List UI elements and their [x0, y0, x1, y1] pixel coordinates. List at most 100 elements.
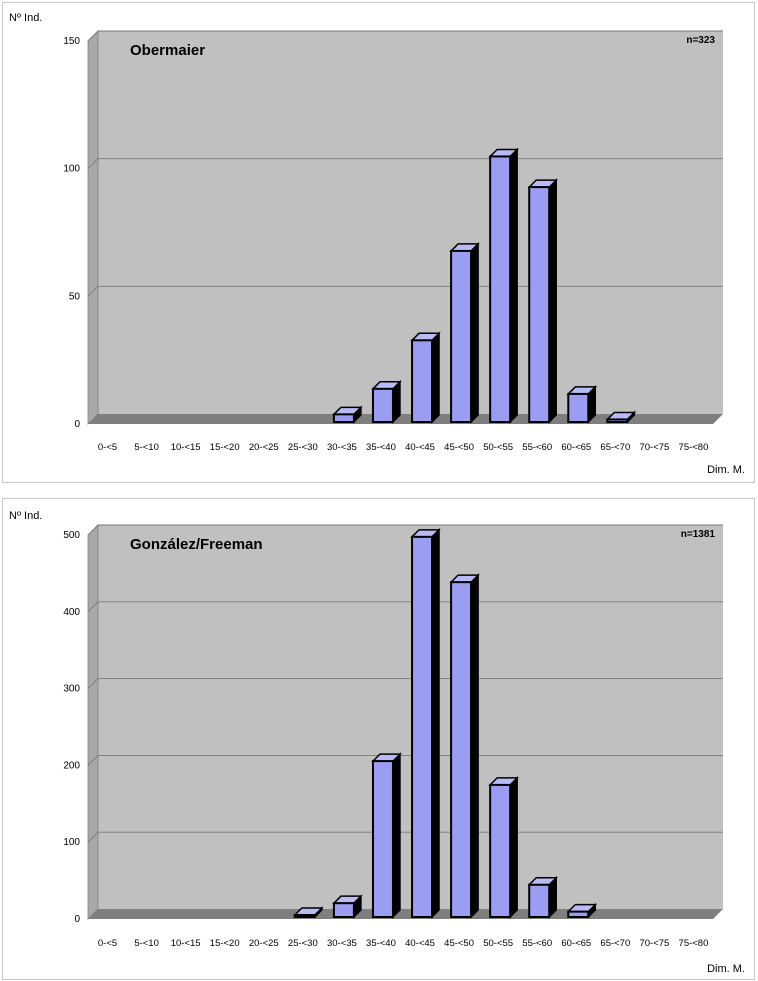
x-tick-label: 65-<70 [600, 442, 630, 453]
chart-title: González/Freeman [130, 536, 263, 553]
gridline-side [87, 158, 99, 169]
gridline-side [87, 601, 99, 613]
x-tick-label: 55-<60 [522, 938, 552, 949]
bar-front [567, 392, 590, 423]
plot-back-wall [98, 525, 723, 909]
bar-side [548, 178, 557, 424]
x-tick-label: 45-<50 [444, 938, 474, 949]
x-tick-label: 15-<20 [210, 938, 240, 949]
x-tick-label: 55-<60 [522, 442, 552, 453]
x-tick-label: 40-<45 [405, 938, 435, 949]
chart-panel-gonzalez-freeman: 0 100 200 300 400 500 0-<5 5-<10 10-<15 15-<20 20-… [2, 498, 755, 980]
bar-front [528, 186, 551, 423]
bar-side [509, 147, 518, 424]
x-tick-label: 15-<20 [210, 442, 240, 453]
bar-front [371, 760, 394, 919]
gridline-side [87, 286, 99, 297]
x-tick-label: 5-<10 [134, 938, 159, 949]
x-tick-label: 20-<25 [249, 442, 279, 453]
chart-title: Obermaier [130, 42, 205, 59]
x-tick-label: 70-<75 [639, 938, 669, 949]
bar [527, 178, 559, 424]
y-tick-label: 200 [63, 760, 80, 771]
x-tick-label: 35-<40 [366, 442, 396, 453]
bar [332, 405, 363, 424]
gridline-side [87, 755, 99, 766]
x-tick-label: 70-<75 [639, 442, 669, 453]
plot-back-wall [98, 31, 723, 414]
bar [410, 331, 441, 424]
x-tick-label: 60-<65 [561, 938, 591, 949]
bar [371, 379, 402, 424]
bar-front [450, 249, 473, 423]
bar-front [371, 387, 394, 424]
x-tick-label: 35-<40 [366, 938, 396, 949]
x-tick-label: 0-<5 [98, 938, 117, 949]
bar [293, 906, 324, 919]
y-tick-label: 400 [63, 607, 80, 618]
bar [566, 902, 598, 919]
bar [410, 528, 441, 919]
bar-side [470, 573, 479, 919]
sample-size-label: n=323 [686, 35, 715, 46]
x-tick-label: 10-<15 [171, 938, 201, 949]
x-tick-label: 50-<55 [483, 938, 513, 949]
x-tick-label: 25-<30 [288, 442, 318, 453]
x-tick-label: 25-<30 [288, 938, 318, 949]
x-tick-label: 75-<80 [679, 442, 709, 453]
plot-side-wall [87, 524, 99, 920]
x-tick-label: 65-<70 [600, 938, 630, 949]
y-tick-label: 300 [63, 684, 80, 695]
plot-side-wall [87, 30, 99, 425]
x-tick-label: 45-<50 [444, 442, 474, 453]
sample-size-label: n=1381 [681, 529, 716, 540]
gonzalez-freeman-histogram: 0 100 200 300 400 500 0-<5 5-<10 10-<15 15-<20 20-… [9, 510, 745, 975]
y-tick-label: 100 [63, 164, 80, 175]
x-axis-title: Dim. M. [707, 963, 745, 975]
bar-front [293, 914, 316, 918]
x-tick-label: 30-<35 [327, 938, 357, 949]
bar-front [528, 883, 551, 918]
bar [488, 147, 519, 424]
y-tick-label: 500 [63, 530, 80, 541]
bar-side [392, 752, 401, 919]
x-tick-label: 60-<65 [561, 442, 591, 453]
x-axis-title: Dim. M. [707, 464, 745, 476]
plot-floor [88, 909, 723, 919]
x-tick-label: 20-<25 [249, 938, 279, 949]
bar-front [411, 535, 434, 919]
bar-side [431, 331, 440, 424]
x-tick-label: 0-<5 [98, 442, 117, 453]
bar [605, 410, 637, 424]
bar-side [431, 528, 440, 919]
x-tick-label: 5-<10 [134, 442, 159, 453]
x-tick-label: 30-<35 [327, 442, 357, 453]
bar-front [489, 155, 512, 423]
y-axis-title: Nº Ind. [9, 510, 42, 522]
bar-front [450, 581, 473, 918]
bar-front [567, 910, 590, 918]
bar [566, 385, 598, 424]
bar-front [411, 339, 434, 423]
y-tick-label: 0 [74, 419, 80, 430]
bar-front [489, 783, 512, 918]
obermaier-histogram: 0 50 100 150 0-<5 5-<10 10-<15 15-<20 20-<25 25-<… [9, 12, 745, 476]
x-tick-label: 40-<45 [405, 442, 435, 453]
gridline-side [87, 678, 99, 689]
x-tick-label: 75-<80 [679, 938, 709, 949]
bar [332, 894, 363, 919]
y-tick-label: 50 [69, 291, 81, 302]
x-tick-label: 10-<15 [171, 442, 201, 453]
bar [527, 875, 559, 919]
bar-front [332, 413, 355, 423]
gridline-side [87, 524, 99, 536]
gridline-side [87, 30, 99, 42]
bar [371, 752, 402, 919]
bar-front [606, 418, 629, 423]
bar [449, 573, 480, 919]
bar-side [509, 776, 518, 919]
y-tick-label: 150 [63, 36, 80, 47]
bar-front [332, 902, 355, 918]
bar [449, 242, 480, 424]
x-tick-label: 50-<55 [483, 442, 513, 453]
